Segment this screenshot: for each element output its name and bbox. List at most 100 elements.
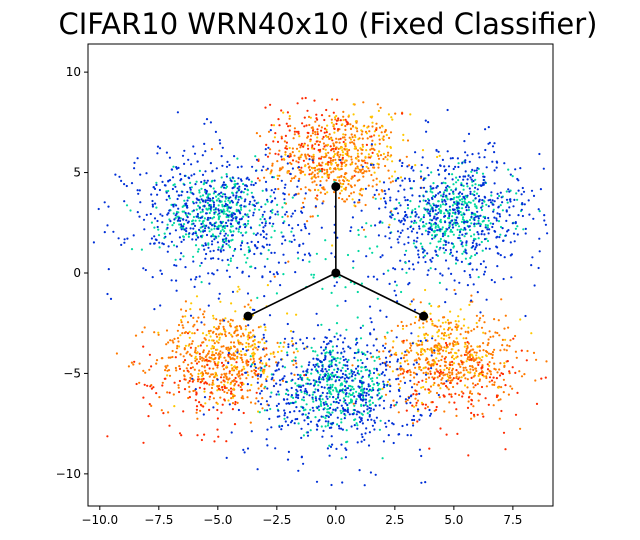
data-point [508,198,511,201]
data-point [195,358,198,361]
data-point [404,400,407,403]
data-point [444,221,447,224]
data-point [257,240,260,244]
data-point [339,159,342,162]
data-point [447,267,450,270]
data-point [350,162,353,165]
data-point [183,174,186,177]
data-point [355,337,358,340]
data-point [486,228,489,231]
data-point [166,364,169,367]
data-point [432,383,435,387]
data-point [368,305,372,308]
data-point [480,240,483,244]
data-point [369,403,372,406]
data-point [255,132,258,135]
data-point [365,388,368,391]
data-point [498,334,501,337]
data-point [343,417,346,420]
data-point [388,350,391,353]
data-point [482,349,485,352]
data-point [426,210,429,213]
data-point [182,369,185,372]
data-point [481,199,484,202]
data-point [431,197,434,201]
data-point [180,308,183,311]
data-point [442,394,445,397]
data-point [498,213,501,216]
data-point [360,282,363,285]
data-point [352,402,355,405]
data-point [212,205,215,208]
data-point [237,177,240,180]
data-point [349,389,352,392]
data-point [277,118,280,121]
data-point [414,215,417,218]
data-point [347,183,350,186]
data-point [213,342,216,345]
data-point [508,214,511,217]
data-point [351,216,354,219]
data-point [398,159,401,162]
data-point [405,324,408,327]
data-point [184,344,187,347]
data-point [225,347,228,351]
data-point [245,261,248,264]
data-point [470,411,473,415]
data-point [381,457,384,460]
data-point [162,412,165,415]
data-point [456,382,459,385]
data-point [385,360,388,363]
data-point [380,131,383,134]
data-point [337,196,341,200]
data-point [315,183,318,186]
data-point [240,190,243,193]
data-point [476,231,479,234]
data-point [206,218,209,221]
data-point [200,261,203,265]
data-point [493,169,496,172]
data-point [329,403,333,406]
data-point [418,326,421,329]
data-point [457,315,460,318]
data-point [126,237,129,240]
data-point [442,349,445,352]
data-point [472,368,475,371]
data-point [346,440,349,443]
data-point [339,137,342,140]
data-point [244,223,247,226]
data-point [223,227,226,230]
data-point [476,188,479,191]
data-point [475,252,478,255]
data-point [162,243,165,246]
data-point [360,440,363,443]
data-point [478,378,481,381]
data-point [364,398,367,401]
data-point [369,471,372,474]
data-point [311,159,314,162]
data-point [459,230,462,233]
data-point [429,414,432,417]
data-point [216,402,219,405]
data-point [187,158,190,161]
data-point [482,182,485,185]
data-point [164,184,167,187]
data-point [383,383,386,387]
data-point [514,413,518,416]
data-point [204,257,207,260]
data-point [359,359,362,362]
data-point [223,386,227,390]
data-point [333,116,337,119]
data-point [151,199,154,203]
data-point [386,145,389,148]
data-point [225,269,229,272]
data-point [284,151,287,154]
data-point [460,203,463,206]
data-point [265,364,268,367]
data-point [181,315,184,318]
data-point [283,341,286,344]
data-point [335,388,338,391]
data-point [479,317,482,320]
data-point [396,230,400,233]
data-point [332,408,335,411]
